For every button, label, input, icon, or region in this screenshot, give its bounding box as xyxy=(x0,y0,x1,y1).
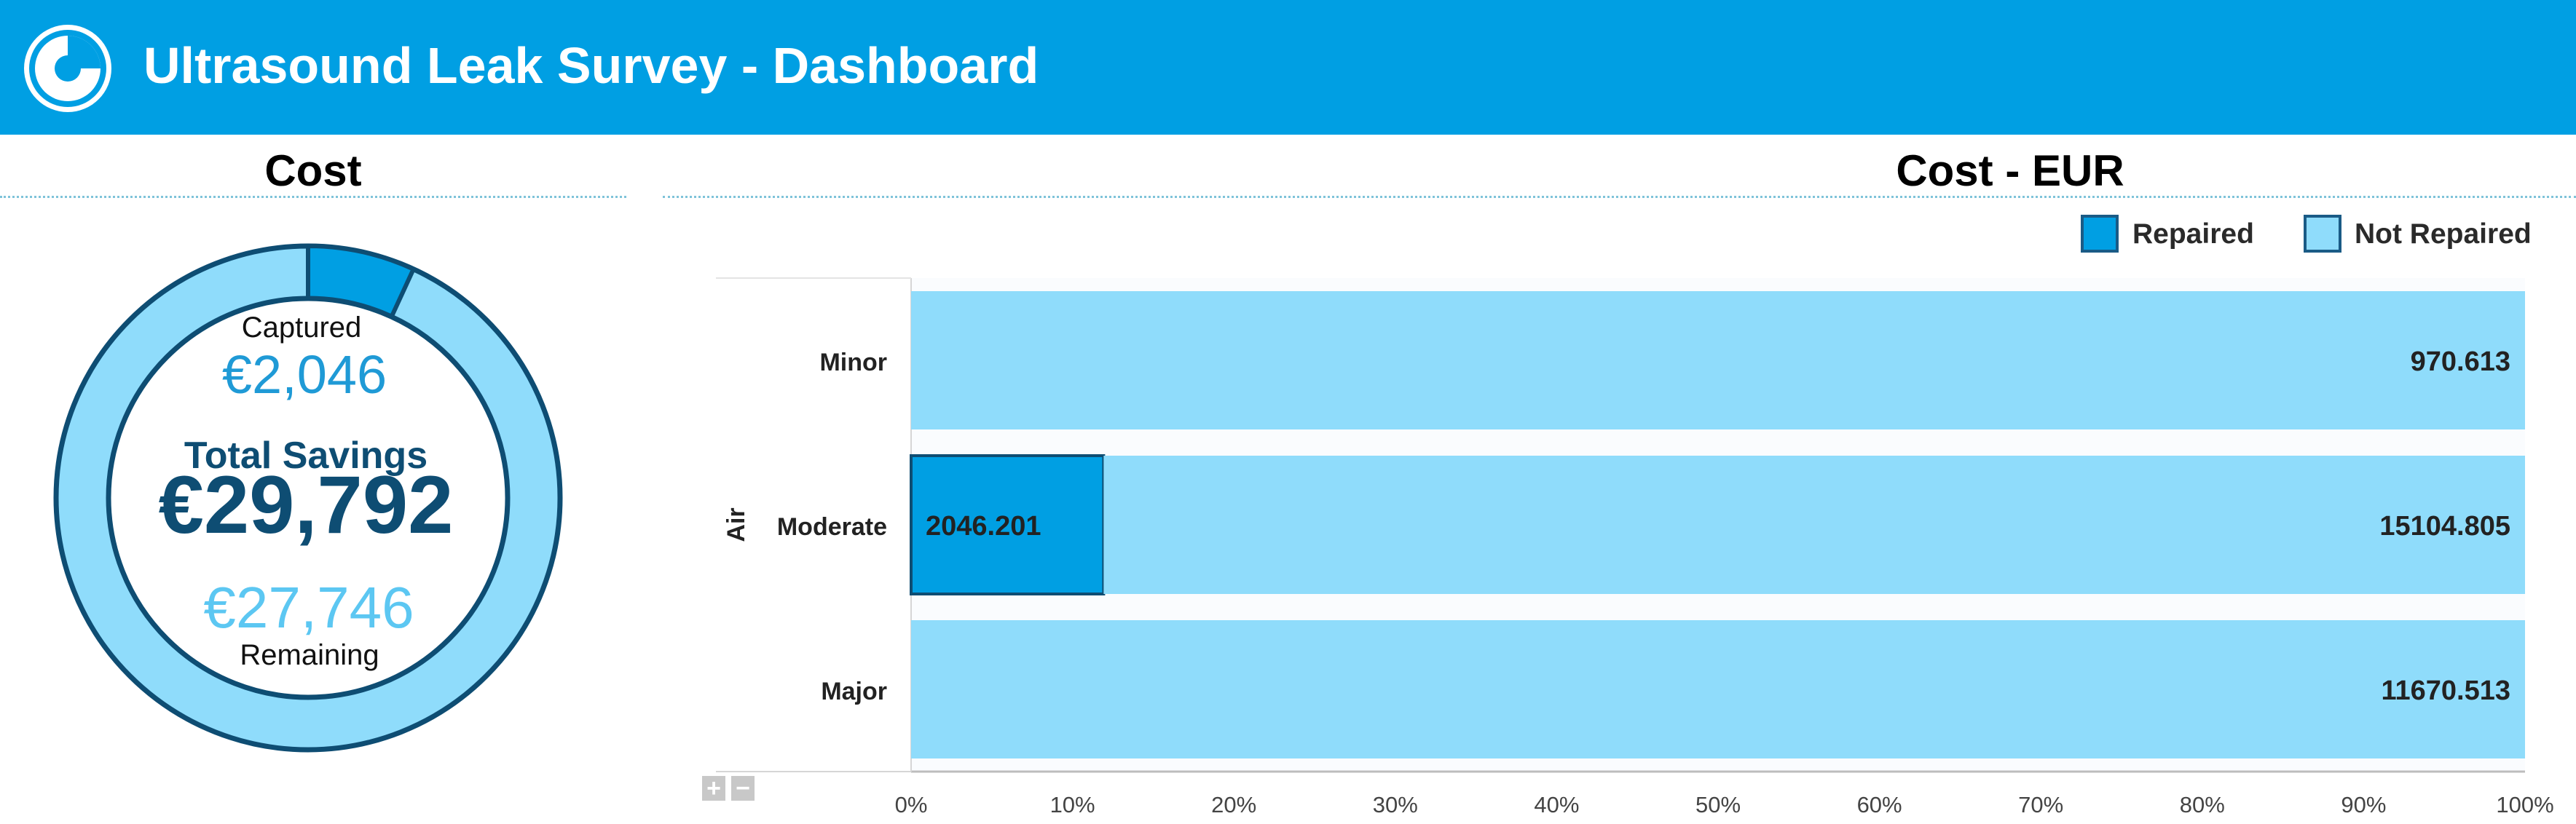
dashboard-logo-icon xyxy=(24,25,111,112)
category-label-minor: Minor xyxy=(819,349,887,376)
x-tick-label: 40% xyxy=(1534,792,1579,817)
x-tick-label: 50% xyxy=(1695,792,1741,817)
remaining-value: €27,746 xyxy=(203,575,414,640)
remaining-label: Remaining xyxy=(240,639,379,671)
data-label-not-repaired-moderate: 15104.805 xyxy=(2379,511,2510,542)
captured-label: Captured xyxy=(242,312,362,344)
expand-button[interactable]: + xyxy=(702,776,725,801)
legend-not-repaired-label: Not Repaired xyxy=(2355,218,2532,250)
bar-panel-divider xyxy=(663,196,2576,198)
app-title: Ultrasound Leak Survey - Dashboard xyxy=(143,37,1039,94)
category-label-major: Major xyxy=(821,678,887,705)
total-savings-value: €29,792 xyxy=(159,459,454,550)
x-tick-label: 90% xyxy=(2341,792,2386,817)
x-tick-label: 70% xyxy=(2018,792,2063,817)
cost-panel-title: Cost xyxy=(264,146,362,195)
bar-not-repaired-major xyxy=(911,620,2525,758)
donut-hole xyxy=(106,296,511,700)
cost-panel-divider xyxy=(0,196,626,198)
x-tick-label: 10% xyxy=(1050,792,1095,817)
category-label-moderate: Moderate xyxy=(777,513,887,541)
x-tick-label: 60% xyxy=(1857,792,1902,817)
group-label-air: Air xyxy=(722,507,750,542)
total-savings-label: Total Savings xyxy=(184,435,428,477)
data-label-repaired-moderate: 2046.201 xyxy=(926,511,1041,542)
legend-not-repaired-swatch xyxy=(2304,215,2341,253)
bar-not-repaired-moderate xyxy=(1103,456,2525,594)
collapse-button[interactable]: − xyxy=(731,776,755,801)
x-tick-label: 30% xyxy=(1373,792,1418,817)
bar-chart-title: Cost - EUR xyxy=(1896,146,2124,195)
x-tick-label: 80% xyxy=(2180,792,2225,817)
captured-value: €2,046 xyxy=(222,344,387,405)
header-bar: Ultrasound Leak Survey - Dashboard xyxy=(0,0,2576,135)
x-tick-label: 20% xyxy=(1211,792,1256,817)
bar-not-repaired-minor xyxy=(911,291,2525,429)
data-label-not-repaired-minor: 970.613 xyxy=(2411,346,2510,377)
cost-donut-chart: Captured €2,046 Total Savings €29,792 €2… xyxy=(53,243,563,753)
legend-repaired-swatch xyxy=(2081,215,2119,253)
x-tick-label: 100% xyxy=(2496,792,2553,817)
data-label-not-repaired-major: 11670.513 xyxy=(2381,676,2510,706)
x-tick-label: 0% xyxy=(895,792,928,817)
legend-repaired-label: Repaired xyxy=(2132,218,2254,250)
